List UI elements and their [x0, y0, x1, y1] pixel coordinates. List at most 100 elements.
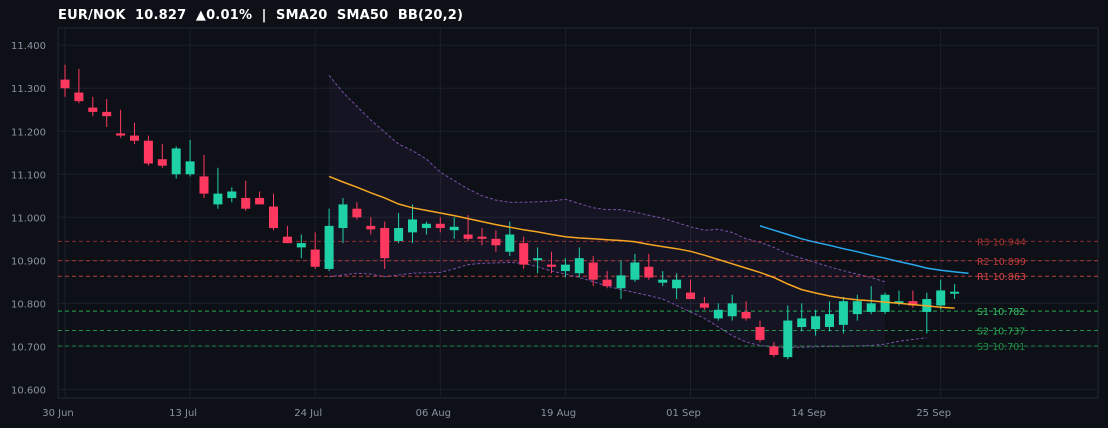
- candle: [950, 283, 960, 300]
- level-label: S3 10.701: [977, 342, 1025, 353]
- candle-body: [491, 238, 501, 246]
- candle-body: [547, 264, 556, 267]
- candle: [602, 271, 612, 289]
- y-tick-label: 11.300: [11, 84, 46, 95]
- candle-body: [282, 236, 292, 244]
- candle-body: [88, 107, 98, 112]
- candle-body: [227, 191, 237, 198]
- x-tick-label: 13 Jul: [169, 408, 197, 419]
- y-tick-label: 10.800: [11, 299, 46, 310]
- candle-body: [616, 275, 626, 289]
- candle: [60, 64, 70, 97]
- y-tick-label: 10.700: [11, 342, 46, 353]
- candle: [797, 303, 807, 332]
- candle: [588, 256, 598, 287]
- candle-body: [783, 320, 793, 358]
- candle-body: [269, 206, 278, 229]
- candle: [574, 247, 584, 278]
- candle-body: [769, 346, 779, 355]
- candle: [199, 154, 209, 198]
- candle: [296, 234, 306, 259]
- candle-body: [338, 204, 348, 229]
- candle-body: [950, 291, 960, 294]
- candle-body: [380, 228, 390, 259]
- x-tick-label: 06 Aug: [416, 408, 451, 419]
- candle-body: [171, 148, 181, 175]
- candle-body: [394, 228, 404, 241]
- level-label: S1 10.782: [977, 307, 1025, 318]
- candle-body: [241, 197, 251, 209]
- candle: [560, 258, 570, 278]
- candle-body: [519, 243, 529, 265]
- candle: [185, 139, 195, 177]
- candle-body: [463, 234, 473, 239]
- candle-body: [449, 226, 459, 231]
- level-label: R2 10.899: [977, 257, 1026, 268]
- sma20-line: [328, 175, 955, 309]
- candle: [116, 109, 126, 138]
- chart-title: EUR/NOK 10.827 ▲0.01% | SMA20 SMA50 BB(2…: [58, 8, 464, 23]
- indicator-lines: [328, 175, 969, 309]
- bollinger-fill: [329, 75, 886, 348]
- candle: [644, 253, 654, 280]
- candle: [755, 320, 765, 343]
- grid: [57, 27, 1099, 399]
- candle-body: [838, 301, 848, 325]
- candle: [421, 221, 431, 235]
- candle-body: [130, 135, 139, 141]
- candle: [255, 191, 265, 205]
- candle: [130, 122, 139, 145]
- candle: [380, 221, 390, 269]
- candle-body: [421, 223, 431, 229]
- x-axis: 30 Jun 13 Jul 24 Jul 06 Aug 19 Aug 01 Sep 14 S…: [42, 408, 951, 419]
- candle-body: [505, 234, 515, 252]
- candle: [852, 294, 862, 321]
- candle: [713, 303, 723, 321]
- sma50-line: [759, 225, 969, 274]
- candle: [282, 225, 292, 244]
- candle-body: [435, 223, 445, 229]
- candle: [352, 202, 362, 220]
- candle-body: [852, 301, 862, 315]
- candle-body: [741, 311, 751, 319]
- level-label: R3 10.944: [977, 237, 1026, 248]
- candle: [324, 208, 334, 272]
- y-tick-label: 10.900: [11, 256, 46, 267]
- candle-body: [296, 243, 306, 248]
- candle: [936, 279, 946, 310]
- plot-frame: [57, 27, 1099, 399]
- candle: [241, 180, 251, 211]
- candle-body: [102, 111, 112, 117]
- candle: [825, 301, 834, 332]
- candle-body: [199, 176, 209, 194]
- x-tick-label: 14 Sep: [791, 408, 826, 419]
- candle-body: [324, 225, 334, 269]
- candle: [672, 273, 682, 300]
- y-tick-label: 10.600: [11, 385, 46, 396]
- candle-body: [699, 303, 709, 308]
- candle-body: [686, 292, 695, 300]
- candle: [547, 251, 556, 274]
- candle: [741, 301, 751, 321]
- candle: [686, 279, 695, 300]
- candle-body: [477, 236, 487, 239]
- y-axis: 10.600 10.700 10.800 10.900 11.000 11.100 11.2…: [11, 41, 46, 396]
- candle-body: [143, 140, 153, 164]
- y-tick-label: 11.200: [11, 127, 46, 138]
- candle: [338, 197, 348, 244]
- candle-body: [157, 159, 167, 166]
- candle-body: [560, 264, 570, 272]
- candle: [922, 292, 932, 334]
- candle: [157, 144, 167, 168]
- candle-body: [811, 316, 821, 330]
- candle: [519, 236, 529, 269]
- candles: [60, 64, 960, 360]
- x-tick-label: 30 Jun: [42, 408, 74, 419]
- level-label: S2 10.737: [977, 326, 1025, 337]
- candle-body: [755, 327, 765, 340]
- candle-body: [936, 290, 946, 306]
- candle: [769, 342, 779, 358]
- candle-body: [74, 92, 84, 102]
